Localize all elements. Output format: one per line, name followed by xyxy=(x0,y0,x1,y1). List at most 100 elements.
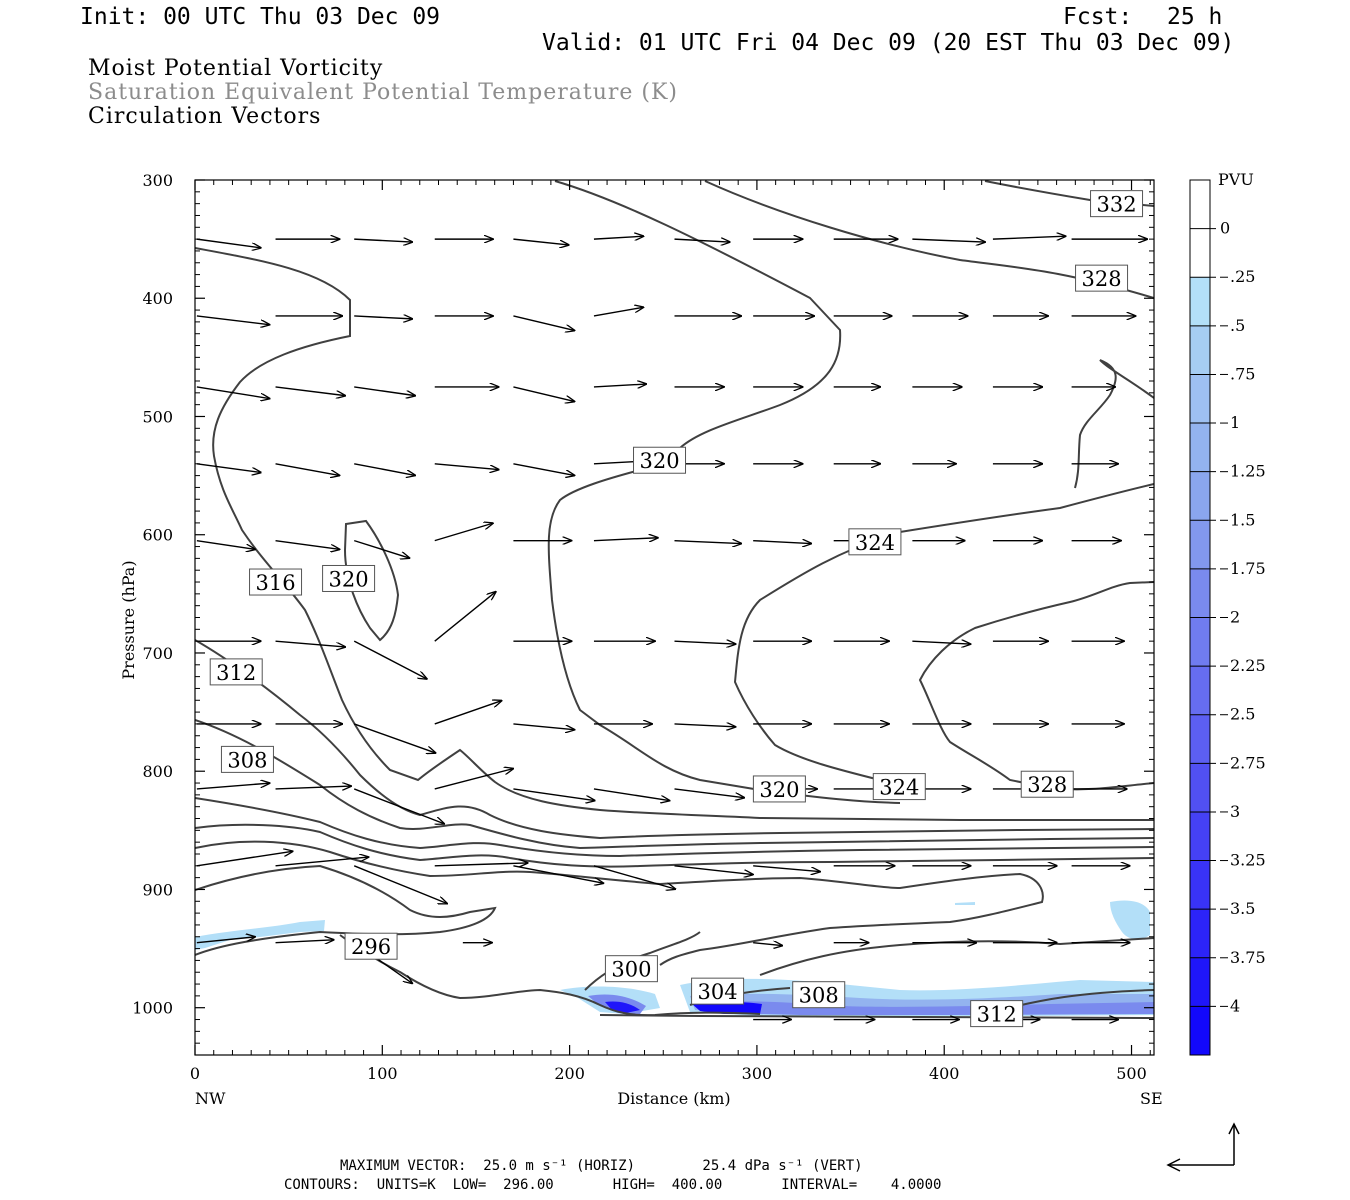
circulation-vector xyxy=(992,236,1066,239)
circulation-vector xyxy=(513,238,568,245)
contour-324 xyxy=(547,180,901,804)
circulation-vector xyxy=(196,315,270,325)
y-tick-label: 1000 xyxy=(132,999,173,1018)
circulation-vector xyxy=(674,239,730,242)
forecast-label: Fcst: xyxy=(1063,4,1133,30)
y-tick-label: 400 xyxy=(142,289,173,308)
colorbar-swatch xyxy=(1190,617,1210,667)
circulation-vector xyxy=(196,463,261,473)
colorbar-swatch xyxy=(1190,277,1210,327)
colorbar-swatch xyxy=(1190,957,1210,1007)
circulation-vector xyxy=(434,701,502,725)
circulation-vector xyxy=(513,315,574,331)
circulation-vector xyxy=(434,863,528,866)
colorbar-label: 2 xyxy=(1230,608,1240,627)
contour-label: 320 xyxy=(322,564,376,592)
contour-312 xyxy=(195,719,1154,850)
circulation-vector xyxy=(753,943,782,946)
pv-shade-region xyxy=(955,902,975,905)
colorbar-swatch xyxy=(1190,374,1210,424)
colorbar-label: 4 xyxy=(1230,996,1240,1015)
colorbar-swatch xyxy=(1190,568,1210,618)
circulation-vector xyxy=(275,857,369,867)
pv-shade-region xyxy=(1110,900,1150,940)
circulation-vector xyxy=(354,316,412,319)
valid-time: Valid: 01 UTC Fri 04 Dec 09 (20 EST Thu … xyxy=(542,30,1235,56)
x-tick-label: 200 xyxy=(554,1064,585,1083)
contour-label: 312 xyxy=(970,1000,1024,1028)
y-axis-label: Pressure (hPa) xyxy=(119,560,138,679)
colorbar-label: 2.5 xyxy=(1230,705,1255,724)
svg-text:320: 320 xyxy=(759,778,799,802)
colorbar-swatch xyxy=(1190,763,1210,813)
svg-text:324: 324 xyxy=(855,531,895,555)
circulation-vectors xyxy=(196,236,1147,1019)
svg-text:308: 308 xyxy=(799,984,839,1008)
circulation-vector xyxy=(354,239,412,242)
circulation-vector xyxy=(354,463,415,476)
contour-328-right xyxy=(1074,359,1154,489)
circulation-vector xyxy=(513,723,574,730)
circulation-vector xyxy=(353,539,409,558)
circulation-vector xyxy=(593,865,675,889)
circulation-vector xyxy=(434,592,496,642)
contour-label: 308 xyxy=(792,981,846,1009)
colorbar-label: 1.75 xyxy=(1230,559,1266,578)
circulation-vector xyxy=(434,523,493,542)
svg-text:320: 320 xyxy=(329,567,369,591)
max-vector-note: MAXIMUM VECTOR: 25.0 m s⁻¹ (HORIZ) 25.4 … xyxy=(340,1158,863,1174)
circulation-vector xyxy=(275,640,346,647)
colorbar-swatch xyxy=(1190,909,1210,959)
pv-shade-region xyxy=(692,1001,762,1014)
theta-es-contours xyxy=(195,180,1154,1019)
contour-note: CONTOURS: UNITS=K LOW= 296.00 HIGH= 400.… xyxy=(284,1177,942,1193)
nw-label: NW xyxy=(195,1089,226,1108)
contour-304 xyxy=(195,823,1154,868)
contour-label: 300 xyxy=(604,955,658,983)
contour-324-right xyxy=(918,581,1154,791)
circulation-vector xyxy=(275,539,340,550)
circulation-vector xyxy=(674,865,753,875)
contour-296 xyxy=(195,864,497,956)
colorbar-label: 3.75 xyxy=(1230,948,1266,967)
circulation-vector xyxy=(353,723,435,753)
colorbar-swatch xyxy=(1190,520,1210,570)
circulation-vector xyxy=(513,463,574,476)
circulation-vector xyxy=(196,783,270,790)
contour-label: 328 xyxy=(1020,770,1074,798)
contour-label: 304 xyxy=(691,977,745,1005)
colorbar-label: 3.25 xyxy=(1230,851,1266,870)
svg-text:308: 308 xyxy=(227,748,267,772)
contour-label: 320 xyxy=(752,775,806,803)
circulation-vector xyxy=(196,851,293,867)
circulation-vector xyxy=(674,641,736,644)
contour-label: 324 xyxy=(872,773,926,801)
circulation-vector xyxy=(593,538,658,541)
colorbar-label: 3.5 xyxy=(1230,899,1255,918)
se-label: SE xyxy=(1140,1089,1163,1108)
forecast-hour: 25 h xyxy=(1167,4,1223,30)
colorbar-swatch xyxy=(1190,423,1210,473)
circulation-vector xyxy=(196,386,270,399)
circulation-vector xyxy=(513,865,603,883)
circulation-vector xyxy=(434,463,499,470)
circulation-vector xyxy=(593,236,643,239)
svg-text:296: 296 xyxy=(351,935,391,959)
circulation-vector xyxy=(196,539,255,550)
circulation-vector xyxy=(275,386,346,396)
circulation-vector xyxy=(753,541,811,544)
contour-labels: 332 328 320 324 316 320 312 308 320 324 328 296 300 3… xyxy=(209,190,1144,1028)
contour-316 xyxy=(195,639,1154,840)
contour-308 xyxy=(195,797,1154,858)
colorbar-swatch xyxy=(1190,228,1210,278)
circulation-vector xyxy=(353,640,427,679)
circulation-vector xyxy=(275,940,334,943)
circulation-vector xyxy=(513,386,574,402)
circulation-vector xyxy=(354,386,415,396)
colorbar-swatch xyxy=(1190,325,1210,375)
x-tick-label: 0 xyxy=(190,1064,200,1083)
colorbar-units: PVU xyxy=(1218,170,1254,189)
colorbar-label: .25 xyxy=(1230,267,1255,286)
circulation-vector xyxy=(912,641,970,644)
x-tick-label: 500 xyxy=(1116,1064,1147,1083)
